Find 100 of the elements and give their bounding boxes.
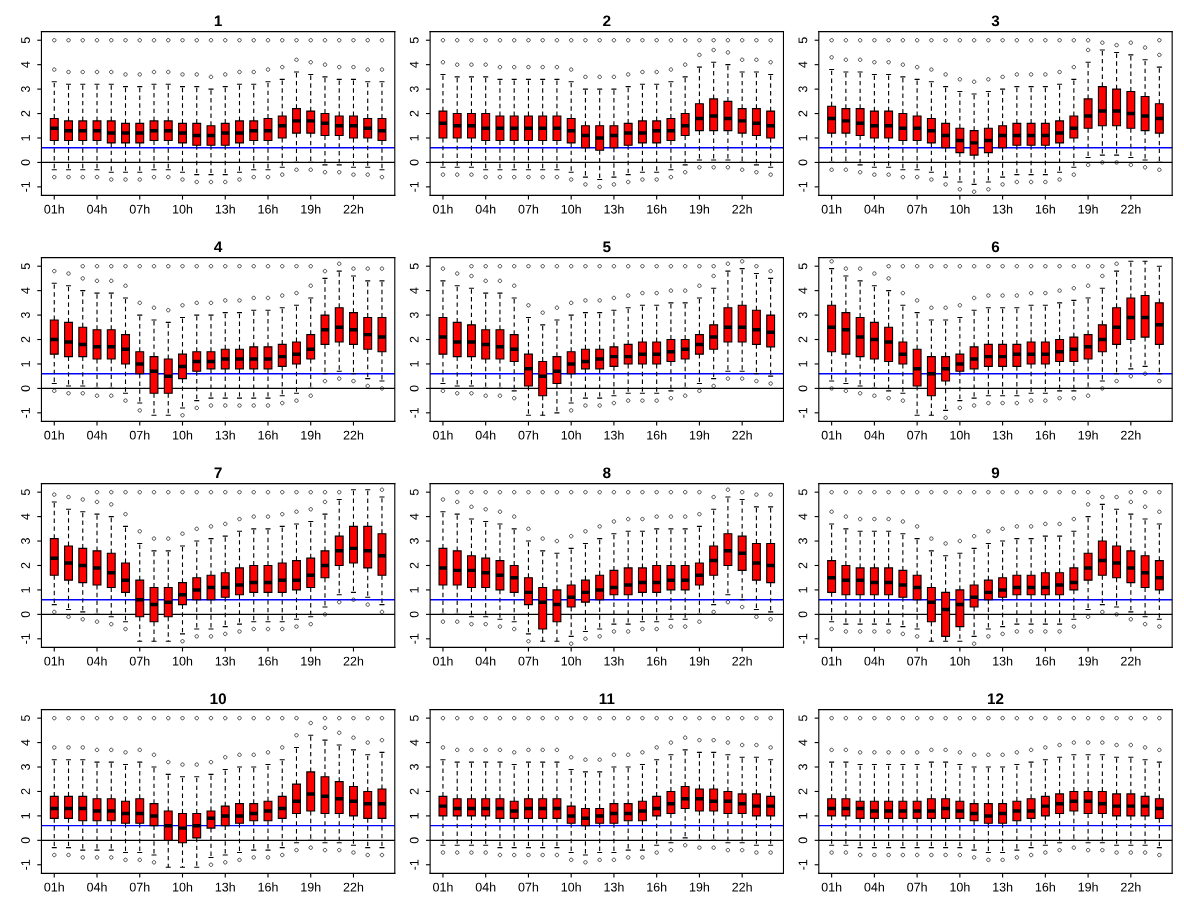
y-tick-label: 5 [409,37,419,44]
x-tick-label: 01h [433,204,453,214]
y-tick-label: 3 [409,86,419,93]
y-tick-label: 5 [21,489,30,496]
x-tick-label: 19h [301,882,321,892]
x-tick-label: 04h [87,430,107,440]
x-tick-label: 01h [44,430,64,440]
x-tick-label: 22h [343,656,364,666]
chart-title: 8 [603,467,611,479]
x-tick-label: 01h [821,430,842,440]
y-tick-label: 0 [21,837,30,844]
y-tick-label: 2 [21,110,30,117]
y-tick-label: 5 [798,715,808,722]
y-tick-label: 4 [409,61,419,68]
chart-title: 10 [210,693,226,705]
x-tick-label: 13h [215,656,235,666]
x-tick-label: 13h [993,204,1013,214]
y-tick-label: 0 [409,611,419,618]
x-tick-label: 19h [689,430,710,440]
y-tick-label: 0 [21,159,30,166]
x-tick-label: 16h [258,430,278,440]
x-tick-label: 16h [647,882,667,892]
x-tick-label: 13h [215,882,235,892]
x-tick-label: 04h [864,656,884,666]
y-tick-label: 2 [409,110,419,117]
x-tick-label: 10h [950,204,970,214]
chart-title: 3 [991,15,1000,27]
y-tick-label: 0 [798,385,808,392]
y-tick-label: 3 [21,86,30,93]
x-tick-label: 04h [475,204,496,214]
x-tick-label: 22h [1121,656,1141,666]
chart-title: 6 [991,241,1000,253]
x-tick-label: 10h [561,656,581,666]
x-tick-label: 22h [732,204,752,214]
x-tick-label: 07h [907,656,927,666]
y-tick-label: 3 [798,764,808,771]
x-tick-label: 16h [258,204,278,214]
x-tick-label: 19h [689,882,710,892]
y-tick-label: 3 [409,764,419,771]
x-tick-label: 07h [907,204,927,214]
x-tick-label: 04h [475,430,496,440]
y-tick-label: 5 [409,263,419,270]
y-tick-label: 1 [409,813,419,819]
y-tick-label: 4 [409,739,419,746]
y-tick-label: 2 [21,562,30,569]
y-tick-label: 4 [798,513,808,520]
y-tick-label: 0 [409,385,419,392]
y-tick-label: 1 [21,361,30,367]
chart-title: 4 [214,241,223,253]
y-tick-label: 4 [409,287,419,294]
x-tick-label: 04h [864,882,884,892]
x-tick-label: 22h [732,430,752,440]
x-tick-label: 01h [433,430,453,440]
y-tick-label: 4 [21,61,30,68]
x-tick-label: 16h [1035,204,1055,214]
x-tick-label: 19h [1078,430,1098,440]
x-tick-label: 22h [732,882,752,892]
y-tick-label: 5 [798,489,808,496]
y-tick-label: 1 [798,361,808,367]
y-tick-label: 1 [21,813,30,819]
x-tick-label: 13h [993,430,1013,440]
chart-title: 12 [987,693,1004,705]
y-tick-label: -1 [21,407,30,418]
x-tick-label: 19h [301,204,321,214]
x-tick-label: 22h [732,656,752,666]
y-tick-label: 4 [21,513,30,520]
y-tick-label: 3 [798,538,808,545]
y-tick-label: 3 [21,312,30,319]
x-tick-label: 10h [950,430,970,440]
y-tick-label: 4 [798,739,808,746]
x-tick-label: 16h [1035,882,1055,892]
y-tick-label: 5 [798,263,808,270]
x-tick-label: 04h [864,204,884,214]
x-tick-label: 07h [518,882,539,892]
x-tick-label: 10h [950,656,970,666]
x-tick-label: 19h [301,430,321,440]
x-tick-label: 10h [561,882,581,892]
y-tick-label: 1 [409,135,419,141]
y-tick-label: 0 [798,611,808,618]
chart-title: 1 [214,15,222,27]
x-tick-label: 10h [561,204,581,214]
x-tick-label: 22h [1121,204,1141,214]
x-tick-label: 07h [518,656,539,666]
y-tick-label: 2 [798,562,808,569]
y-tick-label: 2 [409,562,419,569]
y-tick-label: 2 [409,336,419,343]
y-tick-label: 1 [409,361,419,367]
y-tick-label: 2 [409,788,419,795]
x-tick-label: 07h [129,656,150,666]
y-tick-label: 3 [21,538,30,545]
y-tick-label: -1 [409,407,419,418]
x-tick-label: 13h [215,430,235,440]
y-tick-label: 2 [21,788,30,795]
y-tick-label: 1 [21,135,30,141]
y-tick-label: 0 [798,837,808,844]
x-tick-label: 01h [821,204,842,214]
y-tick-label: 4 [798,61,808,68]
x-tick-label: 13h [215,204,235,214]
y-tick-label: 4 [21,287,30,294]
x-tick-label: 01h [44,204,64,214]
